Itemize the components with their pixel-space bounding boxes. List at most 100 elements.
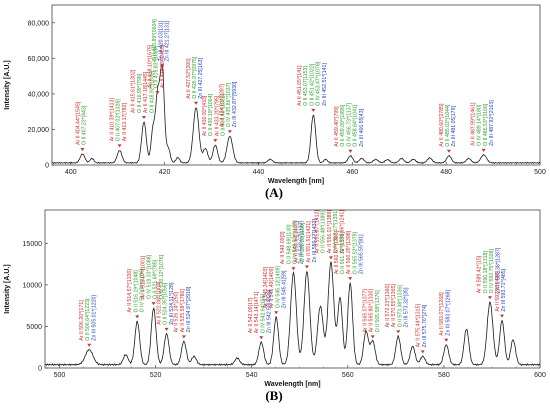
peak-annotation: Zn III 421.27[131] bbox=[164, 20, 170, 61]
peak-marker bbox=[274, 311, 279, 315]
x-tick-label: 420 bbox=[159, 169, 171, 176]
peak-annotation: Zn III 505.01*[1220] bbox=[91, 295, 97, 341]
peak-annotation: Zn III 573.32*[35] bbox=[404, 287, 410, 327]
peak-marker bbox=[291, 267, 296, 271]
y-axis-label: Intensity [A.U.] bbox=[4, 264, 11, 313]
peak-annotation: Ar II 506.20*[171] bbox=[79, 300, 85, 341]
peak-marker bbox=[500, 314, 505, 318]
peak-annotation: Ar II 427.52*[200] bbox=[186, 58, 192, 99]
peak-annotation: Zn III 550.27[1433] bbox=[312, 218, 318, 262]
peak-annotation: Ar II 434.81*[2287] bbox=[220, 83, 226, 127]
peak-marker bbox=[370, 335, 375, 339]
peak-annotation: O IV 520.12*[1076] bbox=[159, 254, 165, 299]
x-tick-label: 500 bbox=[534, 169, 546, 176]
peak-marker bbox=[117, 144, 122, 148]
peak-annotation: O II 407.02*[1328] bbox=[116, 99, 122, 142]
peak-annotation: Ar II 480.60*[2785] bbox=[439, 103, 445, 147]
peak-marker bbox=[420, 350, 425, 354]
peak-annotation: Ar II 415.61*[1302] bbox=[131, 69, 137, 113]
x-tick-label: 520 bbox=[150, 372, 162, 379]
peak-annotation: O II 459.09*[1996] bbox=[340, 104, 346, 147]
peak-marker bbox=[87, 343, 92, 347]
peak-annotation: O II 419.89*[0604] bbox=[152, 19, 158, 62]
panel-a-chart: 0 20,000 40,000 60,000 80,000 400 420 440 460 480… bbox=[4, 4, 546, 185]
y-tick-label: 5000 bbox=[26, 324, 42, 331]
peak-annotation: Ar II 560.25*[1398] bbox=[346, 230, 352, 274]
panel-a-label: (A) bbox=[265, 185, 283, 200]
x-tick-label: 440 bbox=[253, 169, 265, 176]
panel-b-chart: 0 5000 10000 15000 500 520 540 560 580 600 Wavelen… bbox=[4, 209, 546, 388]
peak-annotation: Ar II 522.08*[1004] bbox=[156, 281, 162, 325]
peak-annotation: O II 590.18*[1318] bbox=[483, 251, 489, 294]
peak-marker bbox=[151, 302, 156, 306]
peak-annotation: Ar II 433.20*[795] bbox=[214, 95, 220, 136]
peak-marker bbox=[155, 91, 160, 95]
peak-annotation: Zn III 481.05[179] bbox=[451, 106, 457, 147]
peak-annotation: O II 453.07[1153] bbox=[303, 66, 309, 106]
peak-marker bbox=[446, 149, 451, 153]
peak-marker bbox=[80, 147, 85, 151]
peak-annotation: Ar II 556.01*[1389] bbox=[327, 210, 333, 254]
x-tick-label: 480 bbox=[440, 169, 452, 176]
peak-marker bbox=[481, 148, 486, 152]
spectrum-line bbox=[51, 63, 541, 165]
peak-annotation: Ar II 583.07*[1268] bbox=[439, 292, 445, 336]
peak-marker bbox=[181, 335, 186, 339]
peak-annotation: O II 561.12*[1379] bbox=[340, 232, 346, 275]
peak-annotation: O II 521.69*[785] bbox=[153, 259, 159, 299]
x-axis-label: Wavelength [nm] bbox=[264, 381, 320, 388]
peak-annotation: Ar II 451.65*[141] bbox=[297, 65, 303, 106]
peak-annotation: O II 486.53*[3106] bbox=[483, 103, 489, 146]
y-axis-label: Intensity [A.U.] bbox=[4, 60, 11, 109]
peak-annotation: O II 548.69[1130] bbox=[286, 224, 292, 264]
plot-frame bbox=[44, 209, 541, 369]
peak-marker bbox=[328, 256, 333, 260]
peak-annotation: O IV 435.86*[1037] bbox=[226, 83, 232, 128]
peak-annotation: Ar II 570.55*[1365] bbox=[391, 284, 397, 328]
y-tick-label: 80,000 bbox=[28, 20, 50, 27]
peak-annotation: Zn III 575.76*[274] bbox=[422, 304, 428, 347]
y-tick-label: 60,000 bbox=[28, 56, 50, 63]
peak-annotation: Ar II 487.99*[1461] bbox=[470, 102, 476, 146]
peak-annotation: Ar II 526.14*[250] bbox=[174, 291, 180, 332]
peak-annotation: Ar II 558.86*[1241] bbox=[339, 210, 345, 254]
peak-annotation: O II 451.42*[1022] bbox=[309, 63, 315, 106]
peak-annotation: O IV 557.17*[1391] bbox=[333, 209, 339, 254]
peak-annotation: Ar II 555.87*[1412] bbox=[315, 210, 321, 254]
peak-annotation: Zn III 432.87*[5930] bbox=[232, 81, 238, 127]
peak-annotation: Ar II 459.40*[799] bbox=[334, 106, 340, 147]
peak-annotation: Zn III 583.07*[1268] bbox=[445, 290, 451, 336]
peak-annotation: Ar II 404.44*[1545] bbox=[75, 101, 81, 145]
peak-annotation: O II 426.97*[0975] bbox=[192, 56, 198, 99]
peak-annotation: Ar II 565.80*[1330] bbox=[369, 289, 375, 333]
peak-annotation: O IV 453.47*[1078] bbox=[316, 61, 322, 106]
peak-annotation: O II 485.02*[1044] bbox=[445, 104, 451, 147]
peak-annotation: Ar II 410.39*[1413] bbox=[109, 98, 115, 142]
peak-annotation: O II 416.99*[796] bbox=[137, 73, 143, 113]
peak-annotation: O II 573.38*[1336] bbox=[397, 285, 403, 328]
peak-marker bbox=[348, 277, 353, 281]
x-axis-label: Wavelength [nm] bbox=[268, 178, 324, 185]
peak-annotation: Ar II 592.95*[490] bbox=[495, 271, 501, 312]
peak-marker bbox=[488, 296, 493, 300]
peak-marker bbox=[304, 265, 309, 269]
peak-marker bbox=[396, 330, 401, 334]
peak-marker bbox=[135, 315, 140, 319]
peak-annotation: Ar II 417.18[1445] bbox=[143, 71, 149, 113]
y-tick-label: 0 bbox=[45, 163, 49, 170]
peak-annotation: Zn III 466.55[43] bbox=[359, 108, 365, 146]
peak-annotation: O II 458.64*[1041] bbox=[353, 104, 359, 147]
peak-annotation: Ar II 525.58*[1780] bbox=[180, 289, 186, 333]
peak-annotation: O IV 549.52*[1130] bbox=[293, 220, 299, 264]
x-tick-label: 580 bbox=[438, 372, 450, 379]
peak-annotation: O IV 517.34*[1156] bbox=[139, 268, 145, 312]
peak-marker bbox=[444, 338, 449, 342]
x-tick-label: 540 bbox=[246, 372, 258, 379]
y-tick-label: 0 bbox=[38, 366, 42, 373]
peak-annotation: Zn III 524.11*[128] bbox=[169, 282, 175, 325]
peak-marker bbox=[194, 101, 199, 105]
x-tick-label: 560 bbox=[342, 372, 354, 379]
peak-marker bbox=[259, 336, 264, 340]
peak-annotation: Ar II 565.07*[1377] bbox=[363, 289, 369, 333]
peak-annotation: O IV 545.12[1409] bbox=[275, 266, 281, 309]
